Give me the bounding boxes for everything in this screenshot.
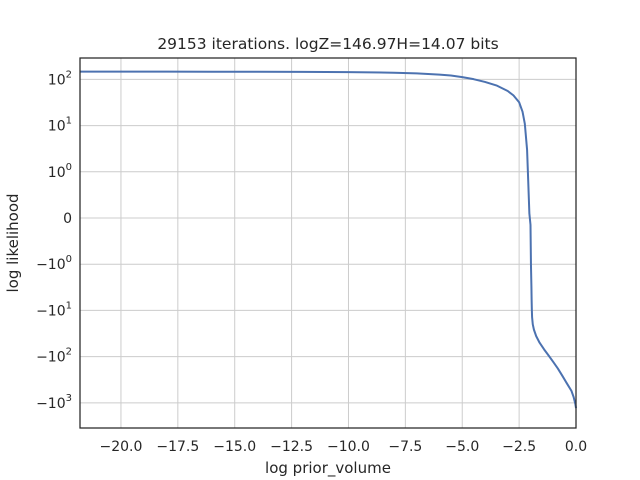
y-tick-label: 100 — [48, 162, 72, 181]
y-tick-label: −100 — [36, 254, 72, 273]
y-tick-label: −103 — [36, 393, 72, 412]
x-tick-label: −10.0 — [327, 439, 370, 455]
x-tick-label: −5.0 — [445, 439, 479, 455]
y-axis-ticks: 102 101 100 0 −100 −101 −102 −103 — [36, 69, 72, 411]
y-tick-label: −102 — [36, 347, 72, 366]
x-tick-label: 0.0 — [565, 439, 587, 455]
y-tick-label: −101 — [36, 300, 72, 319]
plot-frame — [79, 57, 577, 429]
x-tick-label: −15.0 — [213, 439, 256, 455]
x-tick-label: −12.5 — [270, 439, 313, 455]
series-line — [79, 70, 577, 409]
x-axis-ticks: −20.0 −17.5 −15.0 −12.5 −10.0 −7.5 −5.0 −2.5 0.0 — [100, 439, 588, 455]
series-line-layer — [79, 70, 577, 409]
x-axis-title: log prior_volume — [265, 459, 391, 478]
chart-title: 29153 iterations. logZ=146.97H=14.07 bit… — [157, 35, 498, 53]
y-tick-label: 102 — [48, 69, 72, 88]
x-tick-label: −20.0 — [100, 439, 143, 455]
x-tick-label: −2.5 — [502, 439, 536, 455]
y-axis-title: log likelihood — [4, 193, 22, 292]
y-tick-label: 0 — [63, 211, 72, 227]
grid — [80, 58, 577, 428]
y-tick-label: 101 — [48, 116, 72, 135]
x-tick-label: −17.5 — [156, 439, 199, 455]
x-tick-label: −7.5 — [388, 439, 422, 455]
